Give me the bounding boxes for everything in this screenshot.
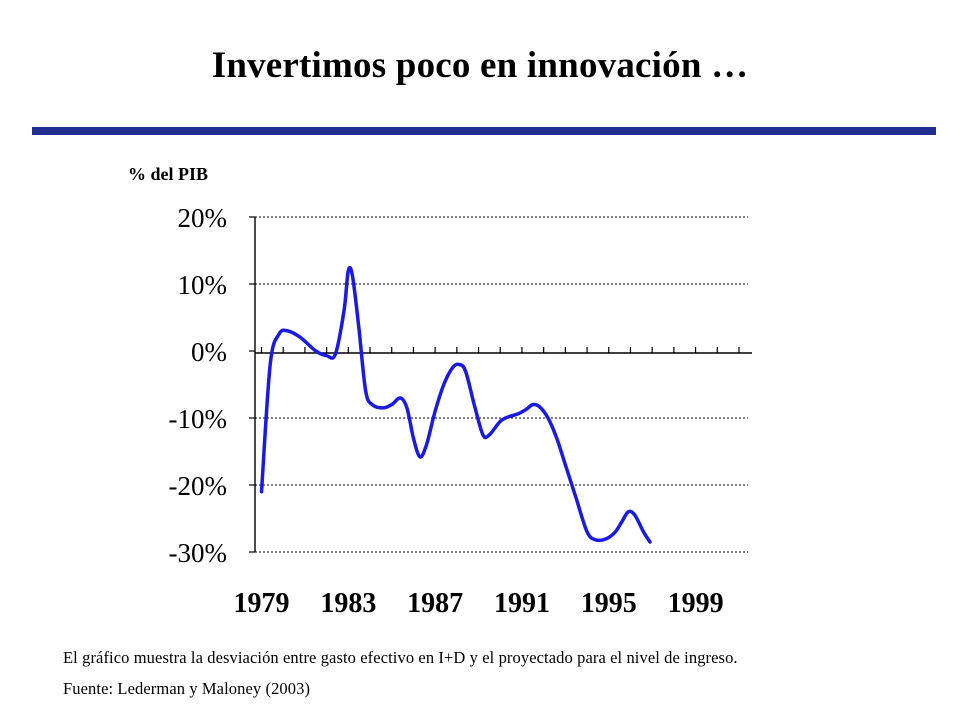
y-tick-label: -10% <box>169 404 227 434</box>
x-tick-label: 1987 <box>407 588 463 619</box>
y-tick-label: -30% <box>169 538 227 568</box>
x-tick-label: 1979 <box>234 588 290 619</box>
y-tick-label: 0% <box>191 337 227 367</box>
source-note: Fuente: Lederman y Maloney (2003) <box>63 679 311 698</box>
y-axis-label: % del PIB <box>128 164 208 184</box>
title-divider <box>32 127 936 135</box>
x-tick-labels: 1979 1983 1987 1991 1995 1999 <box>234 588 724 619</box>
y-tick-label: -20% <box>169 471 227 501</box>
x-tick-label: 1999 <box>668 588 724 619</box>
y-tick-label: 20% <box>178 203 228 233</box>
slide-title: Invertimos poco en innovación … <box>211 45 749 86</box>
gridlines <box>255 216 748 553</box>
chart-caption: El gráfico muestra la desviación entre g… <box>63 648 738 667</box>
x-tick-label: 1995 <box>581 588 637 619</box>
y-tick-labels: 20% 10% 0% -10% -20% -30% <box>169 203 227 568</box>
series-line <box>259 265 652 544</box>
x-tick-label: 1983 <box>320 588 376 619</box>
series-lines <box>259 265 652 544</box>
x-tick-label: 1991 <box>494 588 550 619</box>
y-tick-label: 10% <box>178 270 228 300</box>
axes <box>249 216 752 553</box>
